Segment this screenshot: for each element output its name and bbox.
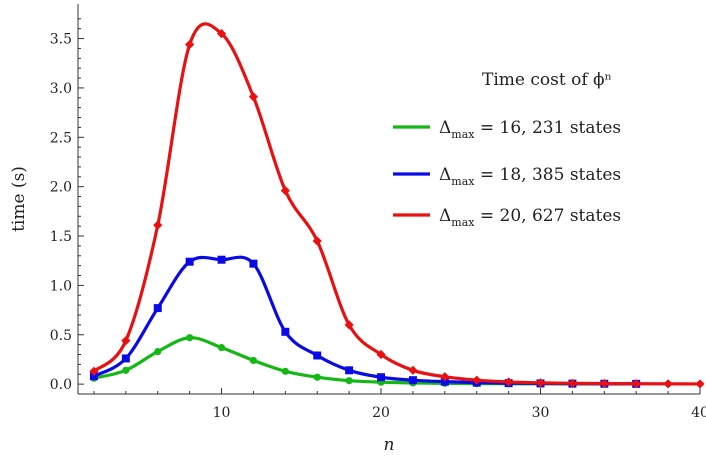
data-point <box>345 377 353 385</box>
data-point <box>535 378 546 388</box>
series-3 <box>89 22 705 389</box>
series-layer <box>89 22 705 389</box>
y-tick-label: 3.5 <box>50 32 72 48</box>
data-point <box>567 378 578 388</box>
data-point <box>249 356 258 365</box>
data-point <box>440 377 449 386</box>
data-point <box>185 257 194 266</box>
data-point <box>313 351 322 360</box>
data-point <box>663 379 673 389</box>
data-point <box>345 366 354 375</box>
data-point <box>280 186 290 196</box>
data-point <box>313 373 321 381</box>
legend-label: Δmax = 20, 627 states <box>439 206 621 229</box>
data-point <box>249 259 258 268</box>
data-point <box>217 255 226 264</box>
data-point <box>312 236 322 246</box>
series-line <box>93 255 637 386</box>
y-tick-label: 0.0 <box>50 377 72 393</box>
x-tick-label: 10 <box>213 405 231 421</box>
legend-label: Δmax = 18, 385 states <box>439 165 621 188</box>
legend-label: Δmax = 16, 231 states <box>439 118 621 141</box>
x-axis-label: n <box>384 435 395 455</box>
y-tick-label: 2.0 <box>50 180 72 196</box>
data-point <box>631 379 641 389</box>
legend: Time cost of ϕⁿ Δmax = 16, 231 states Δmax… <box>393 70 621 229</box>
data-point <box>186 334 194 342</box>
data-point <box>121 336 131 346</box>
data-point <box>281 327 290 336</box>
data-point <box>89 366 99 376</box>
data-point <box>504 377 514 387</box>
legend-entry-2: Δmax = 18, 385 states <box>393 165 621 188</box>
data-point <box>472 375 482 385</box>
y-tick-label: 3.0 <box>50 81 72 97</box>
x-tick-label: 40 <box>691 405 706 421</box>
data-point <box>376 349 386 360</box>
data-point <box>185 39 195 50</box>
legend-title: Time cost of ϕⁿ <box>482 70 612 90</box>
y-tick-label: 1.5 <box>50 229 72 245</box>
data-point <box>377 373 386 382</box>
data-point <box>344 320 354 330</box>
series-2 <box>89 255 641 388</box>
data-point <box>216 29 227 39</box>
data-point <box>408 376 417 385</box>
data-point <box>408 365 418 375</box>
y-axis-label: time (s) <box>9 166 29 232</box>
data-point <box>440 372 450 382</box>
legend-entry-3: Δmax = 20, 627 states <box>393 206 621 229</box>
y-tick-label: 1.0 <box>50 278 72 294</box>
x-tick-label: 30 <box>532 405 550 421</box>
data-point <box>153 304 162 313</box>
data-point <box>89 372 98 381</box>
series-line <box>92 22 701 386</box>
data-point <box>281 367 289 375</box>
data-point <box>121 354 130 363</box>
legend-entry-1: Δmax = 16, 231 states <box>393 118 621 141</box>
data-point <box>695 379 705 389</box>
data-point <box>599 378 609 389</box>
data-point <box>248 92 259 102</box>
data-point <box>153 220 163 230</box>
data-point <box>217 343 226 352</box>
data-point <box>122 366 130 374</box>
y-tick-label: 0.5 <box>50 328 72 344</box>
data-point <box>154 347 162 356</box>
axes: 10 20 30 40 0.0 0.5 1.0 1.5 2.0 2.5 3.0 3.5 <box>50 4 706 421</box>
y-tick-label: 2.5 <box>50 130 72 146</box>
x-tick-label: 20 <box>372 405 390 421</box>
